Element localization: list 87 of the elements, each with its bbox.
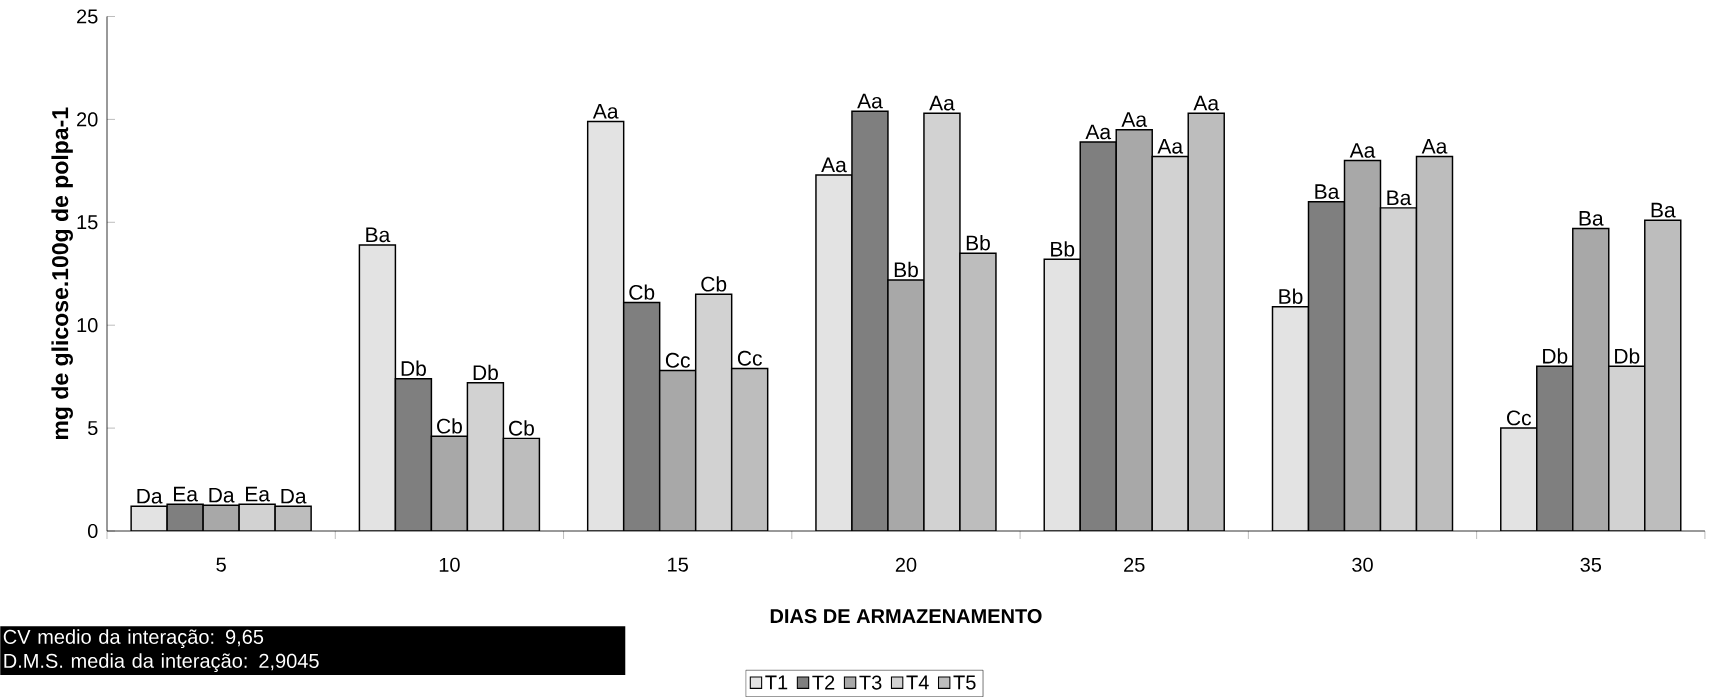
data-label: Aa [1193, 95, 1220, 111]
bar [1271, 305, 1310, 531]
data-label: Db [401, 360, 426, 376]
data-label: Aa [821, 157, 847, 173]
text: D.M.S. media da interação: 2,9045 [4, 653, 319, 672]
bar [502, 437, 541, 531]
data-label: Cb [629, 284, 655, 300]
data-label: Aa [1085, 124, 1112, 140]
data-label: Cb [701, 276, 727, 292]
bar [1608, 365, 1646, 531]
data-label: Aa [1121, 112, 1148, 127]
data-label: Bb [894, 261, 918, 278]
bar [923, 112, 961, 531]
data-label: Ba [366, 227, 391, 243]
bar [851, 110, 889, 531]
bar [1307, 200, 1346, 531]
data-label: Aa [857, 93, 883, 109]
x-axis-title: DIAS DE ARMAZENAMENTO [770, 608, 1042, 624]
bar [959, 252, 997, 531]
bar [1343, 159, 1382, 531]
x-tick-label: 15 [668, 557, 688, 572]
bar [1572, 227, 1610, 531]
data-label: Ba [1579, 211, 1604, 226]
data-label: Ba [1651, 202, 1676, 218]
data-label: Db [1615, 348, 1640, 364]
bar [358, 244, 397, 531]
bar [394, 377, 433, 531]
data-label: Da [281, 488, 307, 504]
data-label: Cb [509, 420, 534, 436]
bar [430, 435, 469, 531]
data-label: Aa [929, 95, 955, 111]
bar [1415, 155, 1454, 531]
data-label: Ba [1387, 190, 1412, 206]
data-label: Aa [1421, 139, 1448, 154]
x-tick-label: 5 [216, 557, 226, 572]
x-tick-label: 10 [439, 557, 460, 572]
y-tick-label: 15 [77, 215, 98, 230]
x-tick-label: 30 [1352, 557, 1373, 572]
data-label: Db [473, 364, 498, 381]
data-label: Cb [437, 418, 462, 434]
bar [622, 301, 661, 531]
legend-label: T5 [953, 675, 976, 690]
data-label: Cc [1507, 410, 1532, 426]
bar [1644, 219, 1682, 531]
y-tick-label: 0 [87, 523, 98, 539]
data-label: Cc [665, 352, 690, 368]
data-label: Ea [174, 486, 198, 502]
data-label: Db [1543, 348, 1568, 364]
data-label: Da [137, 488, 163, 504]
legend-label: T1 [765, 675, 788, 690]
x-tick-label: 35 [1580, 557, 1602, 572]
data-label: Ea [246, 486, 270, 502]
data-label: Cc [737, 350, 762, 366]
data-label: Bb [1279, 288, 1303, 304]
data-label: Aa [1157, 139, 1184, 154]
bar [586, 120, 625, 531]
bar [1379, 207, 1418, 531]
x-tick-label: 25 [1124, 557, 1145, 572]
legend-label: T3 [859, 675, 882, 690]
data-label: Da [209, 487, 235, 503]
y-tick-label: 10 [77, 318, 98, 333]
y-tick-label: 20 [77, 112, 98, 127]
bar [1500, 427, 1538, 531]
bar [1151, 155, 1189, 531]
data-label: Bb [1051, 241, 1075, 257]
bar [1043, 258, 1081, 531]
bar [466, 382, 505, 531]
bar [887, 279, 925, 531]
text: CV medio da interação: 9,65 [3, 629, 264, 648]
bar [1536, 365, 1574, 531]
bar [1079, 141, 1117, 531]
legend-label: T4 [906, 675, 929, 690]
data-label: Bb [966, 235, 990, 251]
bar [658, 369, 697, 531]
bar [730, 367, 769, 531]
bar [1187, 112, 1225, 531]
data-label: Aa [592, 104, 619, 119]
y-axis-title: mg de glicose.100g de polpa-1 [51, 107, 73, 440]
data-label: Ba [1315, 184, 1340, 199]
data-label: Aa [1349, 143, 1376, 158]
x-tick-label: 20 [895, 557, 917, 572]
y-tick-label: 25 [77, 9, 98, 24]
y-tick-label: 5 [87, 421, 98, 436]
bar [1115, 128, 1153, 531]
bar [694, 293, 733, 531]
legend-label: T2 [812, 675, 835, 690]
bar [815, 174, 853, 531]
